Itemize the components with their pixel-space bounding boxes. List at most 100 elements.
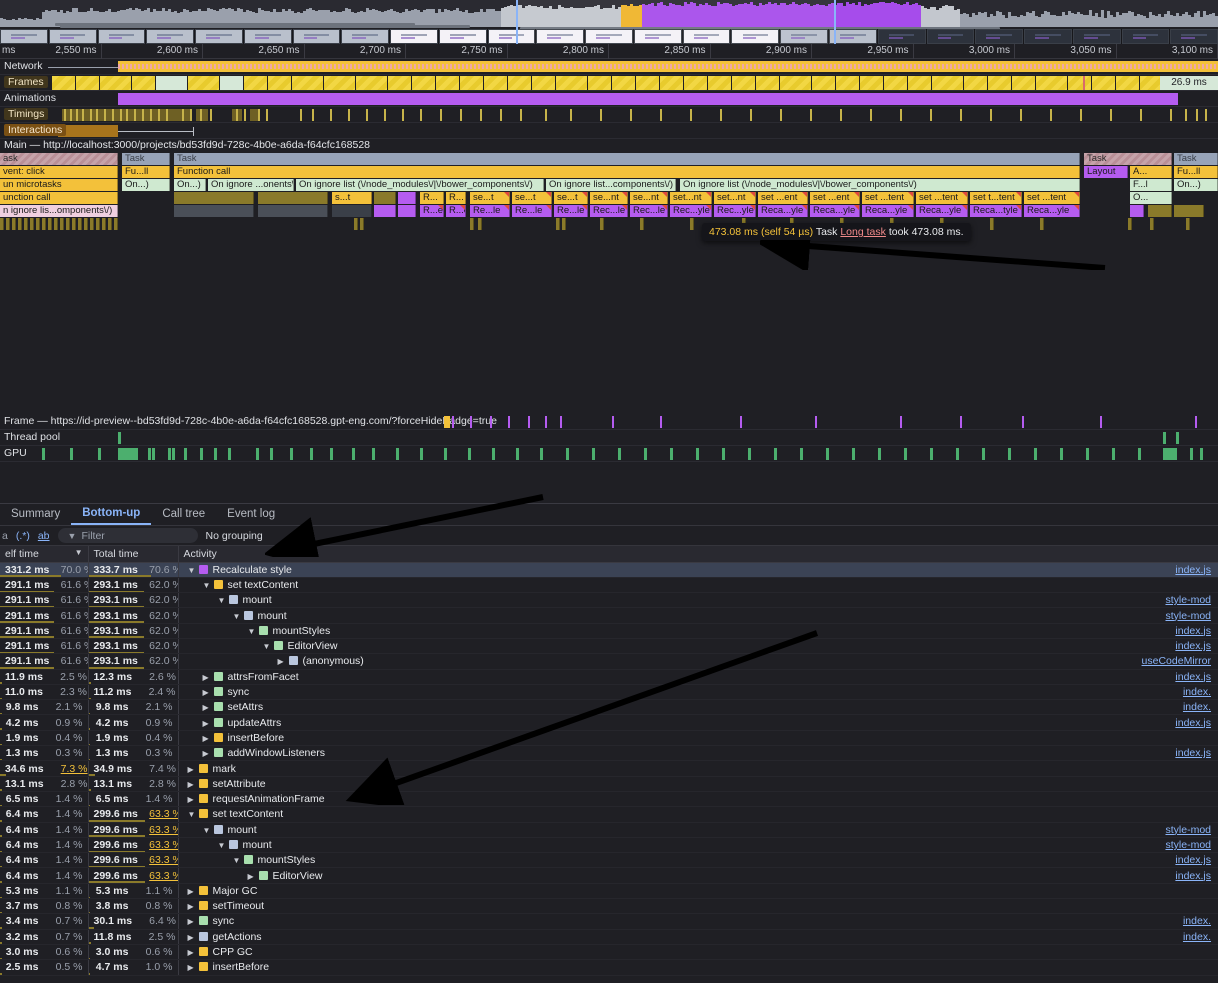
gpu-task-bar[interactable]	[904, 448, 907, 460]
cell-activity[interactable]: ▶ addWindowListeners index.js	[177, 745, 1218, 762]
timing-marker[interactable]	[158, 109, 160, 121]
frame-event-marker[interactable]	[545, 416, 547, 428]
timing-marker[interactable]	[366, 109, 368, 121]
timing-marker[interactable]	[1196, 109, 1198, 121]
filter-input[interactable]: ▼ Filter	[57, 528, 198, 543]
gpu-task-bar[interactable]	[126, 448, 130, 460]
frame-box[interactable]	[908, 76, 932, 90]
expand-arrow-icon[interactable]: ▶	[202, 749, 209, 759]
data-icon[interactable]: a	[2, 529, 8, 542]
flamechart-event[interactable]	[36, 218, 40, 230]
timing-marker[interactable]	[348, 109, 350, 121]
timing-marker[interactable]	[190, 109, 192, 121]
timing-marker[interactable]	[1140, 109, 1142, 121]
flamechart-event[interactable]: set ...tent	[916, 192, 968, 204]
gpu-task-bar[interactable]	[468, 448, 471, 460]
filmstrip-thumbnail[interactable]	[438, 29, 487, 44]
timing-marker[interactable]	[1205, 109, 1207, 121]
filmstrip-thumbnail[interactable]	[97, 29, 146, 44]
flamechart-event[interactable]: F...l	[1130, 179, 1172, 191]
frame-event-marker[interactable]	[740, 416, 742, 428]
gpu-task-bar[interactable]	[1138, 448, 1141, 460]
flamechart-event[interactable]	[1148, 205, 1172, 217]
thread-pool-bar[interactable]	[1176, 432, 1179, 444]
frame-box[interactable]	[484, 76, 508, 90]
filmstrip-thumbnail[interactable]	[1121, 29, 1170, 44]
frame-box[interactable]	[964, 76, 988, 90]
frame-box[interactable]	[812, 76, 836, 90]
frame-box[interactable]	[436, 76, 460, 90]
cell-activity[interactable]: ▼ Recalculate style index.js	[177, 562, 1218, 578]
flamechart-event[interactable]: set ...ent	[810, 192, 860, 204]
filmstrip-thumbnail[interactable]	[146, 29, 195, 44]
flamechart-event[interactable]: ask	[0, 153, 118, 165]
timing-marker[interactable]	[420, 109, 422, 121]
flamechart-event[interactable]	[374, 192, 396, 204]
flamechart-event[interactable]	[1186, 218, 1190, 230]
expand-arrow-icon[interactable]: ▶	[187, 886, 194, 896]
frame-box[interactable]	[508, 76, 532, 90]
flamechart-event[interactable]: Function call	[174, 166, 1080, 178]
timing-marker[interactable]	[570, 109, 572, 121]
timing-marker[interactable]	[64, 109, 66, 121]
expand-arrow-icon[interactable]: ▶	[187, 917, 194, 927]
filmstrip-thumbnail[interactable]	[1024, 29, 1072, 44]
expand-arrow-icon[interactable]: ▶	[202, 733, 209, 743]
timing-marker[interactable]	[780, 109, 782, 121]
timing-marker[interactable]	[1110, 109, 1112, 121]
flamechart-event[interactable]	[60, 218, 64, 230]
grouping-select[interactable]: No grouping ▼	[206, 530, 299, 542]
frame-box[interactable]	[1116, 76, 1140, 90]
flamechart-event[interactable]: se...nt	[590, 192, 628, 204]
source-link[interactable]: index.js	[1175, 716, 1211, 729]
timing-marker[interactable]	[384, 109, 386, 121]
gpu-task-bar[interactable]	[290, 448, 293, 460]
filmstrip-thumbnail[interactable]	[731, 29, 780, 44]
frame-box[interactable]	[1012, 76, 1036, 90]
gpu-task-bar[interactable]	[826, 448, 829, 460]
gpu-task-bar[interactable]	[1190, 448, 1193, 460]
source-link[interactable]: index.	[1182, 701, 1211, 714]
frame-event-marker[interactable]	[508, 416, 510, 428]
cell-activity[interactable]: ▶ getActions index.	[177, 929, 1218, 945]
gpu-task-bar[interactable]	[1060, 448, 1063, 460]
table-row[interactable]: 11.9 ms 2.5 % 12.3 ms 2.6 % ▶ attrsFromFacet i…	[0, 669, 1218, 685]
cell-activity[interactable]: ▶ attrsFromFacet index.js	[177, 669, 1218, 685]
flamechart-event[interactable]	[562, 218, 566, 230]
flamechart-event[interactable]: Rec...le	[590, 205, 628, 217]
frame-event-marker[interactable]	[815, 416, 817, 428]
gpu-task-bar[interactable]	[372, 448, 375, 460]
flamechart-event[interactable]	[690, 218, 694, 230]
timing-marker[interactable]	[870, 109, 872, 121]
flamechart-event[interactable]	[990, 218, 994, 230]
expand-arrow-icon[interactable]: ▶	[187, 948, 194, 958]
timing-marker[interactable]	[750, 109, 752, 121]
flamechart-event[interactable]	[84, 218, 88, 230]
flamechart-event[interactable]	[360, 218, 364, 230]
cell-activity[interactable]: ▶ setAttrs index.	[177, 699, 1218, 716]
frame-box[interactable]	[636, 76, 660, 90]
gpu-task-bar[interactable]	[270, 448, 273, 460]
gpu-task-bar[interactable]	[956, 448, 959, 460]
cell-activity[interactable]: ▶ insertBefore	[177, 730, 1218, 747]
gpu-task-bar[interactable]	[878, 448, 881, 460]
flamechart-event[interactable]: Rec...yle	[670, 205, 712, 217]
frame-event-marker[interactable]	[660, 416, 662, 428]
filmstrip-thumbnail[interactable]	[1072, 29, 1121, 44]
track-frame-url[interactable]: Frame — https://id-preview--bd53fd9d-728…	[0, 414, 1218, 430]
table-row[interactable]: 3.7 ms 0.8 % 3.8 ms 0.8 % ▶ setTimeout	[0, 898, 1218, 915]
track-network[interactable]: Network	[0, 59, 1218, 75]
cell-activity[interactable]: ▶ setAttribute	[177, 776, 1218, 792]
expand-arrow-icon[interactable]: ▶	[202, 672, 209, 682]
gpu-task-bar[interactable]	[516, 448, 519, 460]
flamechart-event[interactable]: se...t	[470, 192, 510, 204]
flamechart-event[interactable]	[66, 218, 70, 230]
frame-box[interactable]	[660, 76, 684, 90]
timing-marker[interactable]	[1170, 109, 1172, 121]
source-link[interactable]: index.js	[1175, 869, 1211, 882]
frame-box[interactable]	[780, 76, 812, 90]
track-thread-pool[interactable]: Thread pool	[0, 430, 1218, 446]
gpu-task-bar[interactable]	[1163, 448, 1177, 460]
